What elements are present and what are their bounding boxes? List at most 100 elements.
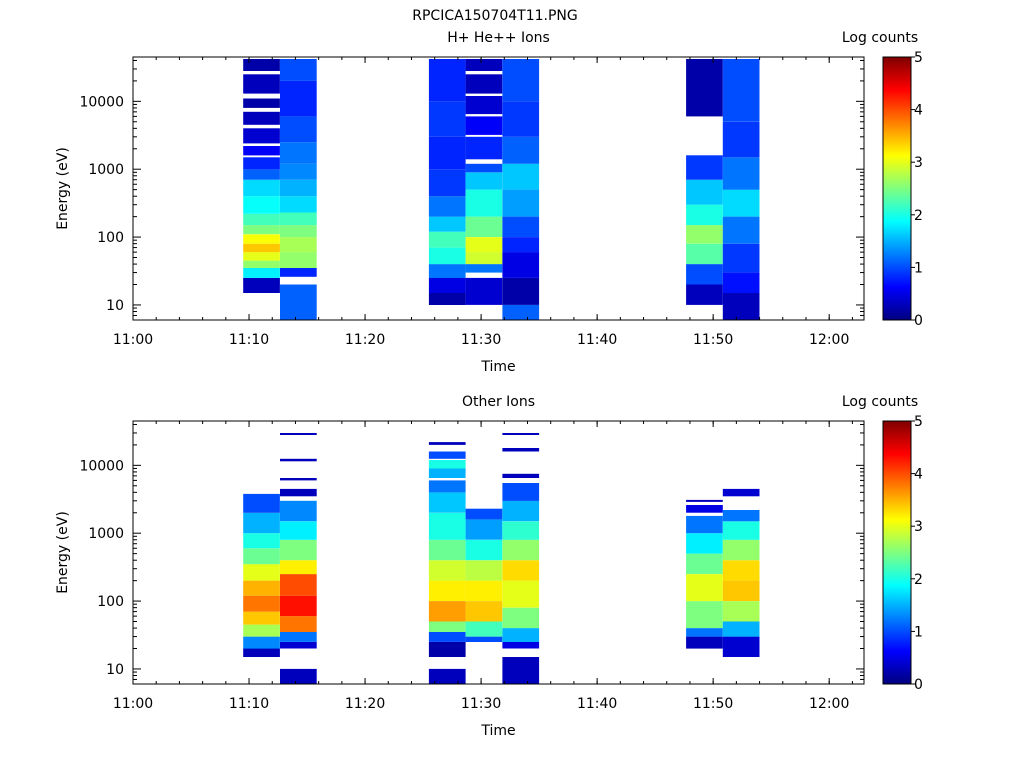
- x-tick-label: 11:50: [693, 332, 733, 348]
- heatmap-cell: [428, 492, 466, 513]
- heatmap-cell: [465, 74, 503, 94]
- heatmap-cell: [686, 499, 723, 502]
- heatmap-cell: [243, 179, 280, 197]
- heatmap-cell: [280, 641, 317, 649]
- heatmap-cell: [243, 564, 280, 581]
- colorbar-tick-label: 3: [914, 519, 923, 535]
- heatmap-cell: [280, 478, 317, 481]
- heatmap-cell: [465, 264, 503, 273]
- heatmap-cell: [280, 163, 317, 180]
- heatmap-cell: [465, 580, 503, 601]
- colorbar-tick-label: 5: [914, 50, 923, 66]
- heatmap-cell: [428, 59, 466, 102]
- x-tick-label: 11:40: [577, 332, 617, 348]
- heatmap-cell: [722, 510, 760, 522]
- colorbar-tick-label: 1: [914, 624, 923, 640]
- heatmap-cell: [465, 560, 503, 581]
- heatmap-cell: [502, 252, 540, 278]
- heatmap-cell: [502, 539, 540, 561]
- heatmap-cell: [722, 243, 760, 273]
- heatmap-cell: [722, 189, 760, 217]
- heatmap-cell: [428, 512, 466, 540]
- y-tick-label: 1000: [88, 526, 124, 542]
- heatmap-cell: [502, 189, 540, 217]
- y-tick-label: 10: [106, 662, 124, 678]
- heatmap-cells: [243, 59, 760, 320]
- heatmap-cell: [465, 96, 503, 115]
- heatmap-cell: [686, 204, 723, 226]
- y-tick-label: 10000: [79, 94, 124, 110]
- colorbar-tick-label: 5: [914, 414, 923, 430]
- heatmap-cell: [428, 293, 466, 305]
- y-axis-label: Energy (eV): [55, 511, 71, 594]
- heatmap-cell: [428, 136, 466, 170]
- heatmap-cell: [502, 657, 540, 684]
- heatmap-cell: [280, 142, 317, 164]
- x-tick-label: 11:50: [693, 696, 733, 712]
- heatmap-cell: [502, 483, 540, 501]
- heatmap-cell: [280, 252, 317, 268]
- heatmap-cell: [243, 59, 280, 71]
- heatmap-cell: [280, 488, 317, 497]
- heatmap-cell: [686, 225, 723, 244]
- heatmap-cell: [243, 624, 280, 637]
- y-tick-label: 100: [97, 594, 124, 610]
- heatmap-cell: [722, 560, 760, 581]
- heatmap-cell: [722, 601, 760, 622]
- heatmap-cell: [243, 268, 280, 278]
- panel-other-ions: Other Ions 11:00 11:10 11:20 11:30 11:40 11:50…: [55, 394, 923, 739]
- heatmap-cell: [428, 480, 466, 493]
- heatmap-cell: [243, 196, 280, 214]
- heatmap-cell: [243, 277, 280, 293]
- x-tick-label: 11:30: [461, 332, 501, 348]
- heatmap-cell: [722, 293, 760, 320]
- heatmap-cell: [502, 607, 540, 629]
- heatmap-cell: [722, 636, 760, 657]
- colorbar-tick-label: 2: [914, 572, 923, 588]
- heatmap-cell: [502, 59, 540, 102]
- heatmap-cell: [465, 172, 503, 190]
- heatmap-cell: [243, 243, 280, 253]
- heatmap-cell: [722, 216, 760, 244]
- heatmap-cell: [280, 574, 317, 596]
- heatmap-cell: [686, 284, 723, 305]
- heatmap-cell: [243, 548, 280, 565]
- heatmap-cell: [686, 515, 723, 534]
- heatmap-cell: [428, 601, 466, 622]
- heatmap-cell: [280, 668, 317, 684]
- heatmap-cell: [686, 574, 723, 602]
- heatmap-cell: [722, 539, 760, 561]
- heatmap-cells: [243, 433, 760, 684]
- heatmap-cell: [280, 225, 317, 238]
- heatmap-cell: [428, 196, 466, 217]
- heatmap-cell: [465, 189, 503, 217]
- heatmap-cell: [243, 611, 280, 625]
- heatmap-cell: [722, 580, 760, 601]
- heatmap-cell: [465, 519, 503, 540]
- heatmap-cell: [502, 237, 540, 253]
- x-tick-label: 11:00: [113, 332, 153, 348]
- heatmap-cell: [428, 247, 466, 265]
- colorbar-label: Log counts: [842, 394, 918, 410]
- heatmap-cell: [243, 234, 280, 244]
- colorbar-tick-label: 0: [914, 313, 923, 329]
- heatmap-cell: [243, 533, 280, 549]
- heatmap-cell: [243, 595, 280, 612]
- colorbar-tick-label: 2: [914, 208, 923, 224]
- heatmap-cell: [465, 163, 503, 173]
- y-tick-label: 1000: [88, 162, 124, 178]
- x-tick-label: 11:10: [229, 696, 269, 712]
- heatmap-cell: [502, 304, 540, 320]
- heatmap-cell: [502, 473, 540, 478]
- heatmap-cell: [686, 636, 723, 649]
- heatmap-cell: [686, 601, 723, 629]
- heatmap-cell: [686, 505, 723, 513]
- heatmap-cell: [280, 212, 317, 226]
- heatmap-cell: [465, 237, 503, 253]
- heatmap-cell: [280, 59, 317, 81]
- y-tick-label: 10: [106, 298, 124, 314]
- heatmap-cell: [280, 116, 317, 143]
- heatmap-cell: [428, 468, 466, 478]
- heatmap-cell: [502, 448, 540, 452]
- panel-title: Other Ions: [462, 394, 535, 410]
